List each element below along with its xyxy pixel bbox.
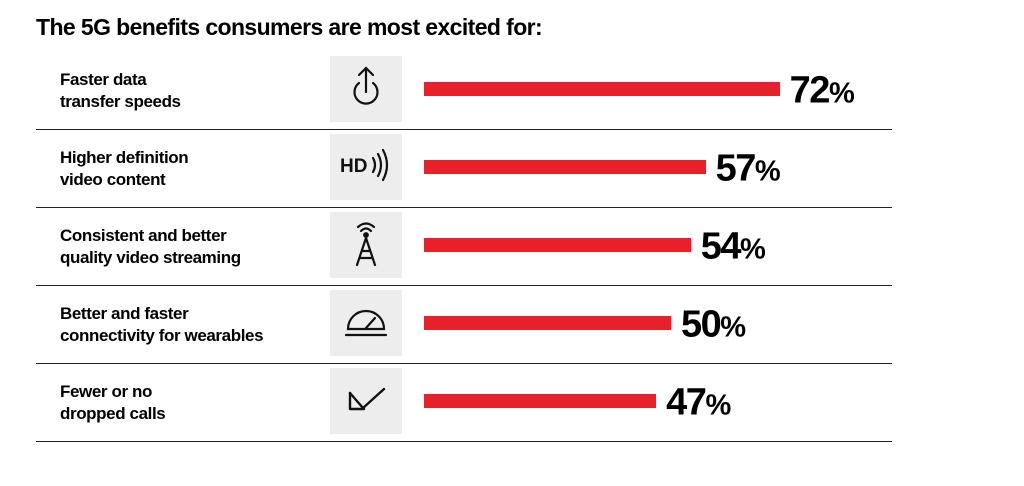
value-number: 54 <box>700 225 742 267</box>
value-label: 47% <box>666 381 731 424</box>
icon-box <box>330 368 402 434</box>
chart-row: Fewer or no dropped calls 47% <box>36 364 892 442</box>
category-label: Consistent and better quality video stre… <box>60 225 241 267</box>
icon-box: HD <box>330 134 402 200</box>
chart-row: Consistent and better quality video stre… <box>36 208 892 286</box>
chart-row: Better and faster connectivity for weara… <box>36 286 892 364</box>
value-number: 72 <box>789 69 831 111</box>
bar <box>424 394 657 408</box>
speedometer-icon <box>338 295 394 352</box>
value-number: 47 <box>666 381 707 423</box>
bar-chart: Faster data transfer speeds 72% Higher def… <box>36 52 892 442</box>
value-unit: % <box>754 155 781 187</box>
value-unit: % <box>705 389 731 421</box>
cell-tower-icon <box>338 217 394 274</box>
value-label: 57% <box>716 147 781 190</box>
upload-power-icon <box>338 61 394 118</box>
bar <box>424 82 780 96</box>
value-number: 57 <box>715 147 757 189</box>
bar <box>424 316 671 330</box>
category-label: Better and faster connectivity for weara… <box>60 303 264 345</box>
icon-box <box>330 56 402 122</box>
chart-row: Faster data transfer speeds 72% <box>36 52 892 130</box>
icon-box <box>330 212 402 278</box>
bar <box>424 238 691 252</box>
icon-box <box>330 290 402 356</box>
category-label: Higher definition video content <box>60 147 189 189</box>
value-unit: % <box>720 311 746 343</box>
chart-row: Higher definition video content HD 57% <box>36 130 892 208</box>
bar <box>424 160 706 174</box>
hd-streaming-icon: HD <box>338 139 394 196</box>
chart-title: The 5G benefits consumers are most excit… <box>36 14 543 40</box>
value-label: 72% <box>790 69 855 112</box>
checkmark-icon <box>338 373 394 430</box>
category-label: Faster data transfer speeds <box>60 69 181 111</box>
value-label: 54% <box>701 225 766 268</box>
value-number: 50 <box>681 303 722 345</box>
value-unit: % <box>740 233 766 265</box>
value-unit: % <box>828 77 855 109</box>
category-label: Fewer or no dropped calls <box>60 381 166 423</box>
svg-text:HD: HD <box>340 156 367 177</box>
value-label: 50% <box>681 303 746 346</box>
